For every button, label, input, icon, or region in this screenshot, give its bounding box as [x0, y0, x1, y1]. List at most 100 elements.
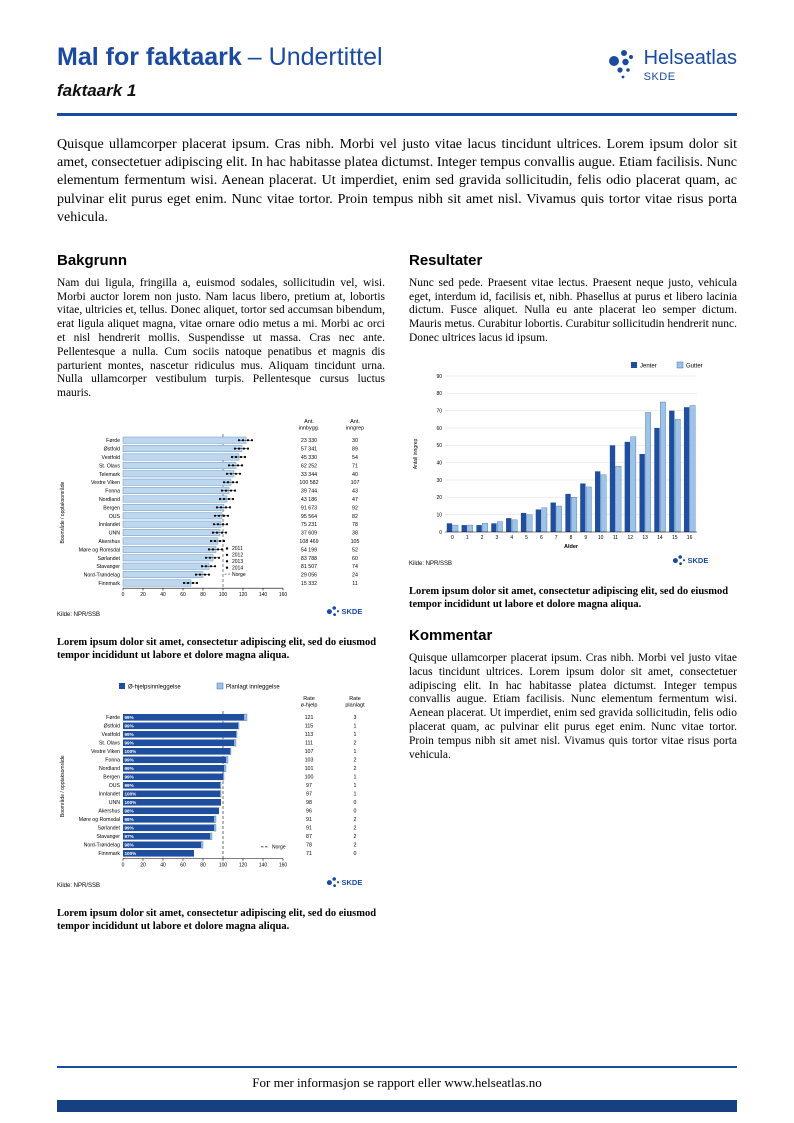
svg-text:78: 78 [306, 843, 312, 849]
svg-text:2: 2 [354, 843, 357, 849]
svg-text:60: 60 [180, 592, 186, 598]
header: Mal for faktaark – Undertittel faktaark 1… [57, 0, 737, 101]
svg-text:60: 60 [436, 426, 442, 432]
svg-text:6: 6 [540, 535, 543, 541]
svg-text:Finnmark: Finnmark [98, 851, 120, 857]
svg-text:Bergen: Bergen [103, 505, 120, 511]
svg-text:80: 80 [200, 863, 206, 869]
logo-text: Helseatlas SKDE [644, 48, 737, 83]
svg-text:100 582: 100 582 [299, 480, 318, 486]
svg-text:24: 24 [352, 573, 358, 579]
right-column: Resultater Nunc sed pede. Praesent vitae… [409, 242, 737, 950]
svg-text:Stavanger: Stavanger [96, 834, 120, 840]
svg-text:103: 103 [305, 758, 314, 764]
svg-text:Ant.: Ant. [304, 419, 314, 425]
svg-text:3: 3 [354, 715, 357, 721]
footer-bar [57, 1100, 737, 1112]
svg-text:1: 1 [354, 724, 357, 730]
svg-text:Alder: Alder [564, 544, 579, 550]
svg-text:2011: 2011 [232, 546, 243, 552]
svg-text:45 330: 45 330 [301, 455, 317, 461]
svg-text:Vestfold: Vestfold [102, 732, 121, 738]
svg-text:107: 107 [305, 749, 314, 755]
svg-text:innbygg.: innbygg. [299, 426, 320, 432]
svg-text:99%: 99% [125, 724, 134, 729]
svg-text:Møre og Romsdal: Møre og Romsdal [79, 547, 120, 553]
svg-text:Kilde: NPR/SSB: Kilde: NPR/SSB [57, 612, 100, 618]
svg-text:0: 0 [354, 809, 357, 815]
svg-text:99%: 99% [125, 741, 134, 746]
svg-text:120: 120 [239, 592, 248, 598]
svg-text:75 231: 75 231 [301, 522, 317, 528]
svg-text:43 186: 43 186 [301, 497, 317, 503]
svg-text:99%: 99% [125, 775, 134, 780]
svg-text:1: 1 [354, 732, 357, 738]
page-content: Mal for faktaark – Undertittel faktaark 1… [57, 0, 737, 950]
svg-text:Planlagt innleggelse: Planlagt innleggelse [226, 685, 280, 691]
svg-text:100%: 100% [125, 851, 137, 856]
svg-text:2: 2 [354, 766, 357, 772]
heading-bakgrunn: Bakgrunn [57, 251, 128, 269]
svg-text:Rate: Rate [349, 696, 361, 702]
svg-text:74: 74 [352, 564, 358, 570]
svg-text:100: 100 [305, 775, 314, 781]
svg-text:Vestre Viken: Vestre Viken [91, 480, 120, 486]
svg-text:Nordland: Nordland [99, 766, 120, 772]
heading-resultater: Resultater [409, 251, 483, 269]
svg-text:100: 100 [219, 863, 228, 869]
two-column-layout: Bakgrunn Nam dui ligula, fringilla a, eu… [57, 242, 737, 950]
svg-text:4: 4 [510, 535, 513, 541]
svg-text:planlagt: planlagt [345, 703, 365, 709]
svg-text:10: 10 [436, 512, 442, 518]
svg-text:40: 40 [436, 460, 442, 466]
svg-text:Antall inngrep: Antall inngrep [413, 438, 419, 469]
svg-text:Nord-Trøndelag: Nord-Trøndelag [84, 843, 121, 849]
svg-text:92: 92 [352, 505, 358, 511]
intro-paragraph: Quisque ullamcorper placerat ipsum. Cras… [57, 136, 737, 226]
helseatlas-logo-mark-icon [608, 50, 633, 79]
svg-text:Kilde: NPR/SSB: Kilde: NPR/SSB [57, 883, 100, 889]
svg-text:Nordland: Nordland [99, 497, 120, 503]
svg-text:St. Olavs: St. Olavs [99, 741, 120, 747]
svg-text:100%: 100% [125, 749, 137, 754]
svg-text:0: 0 [439, 530, 442, 536]
page-subtitle: faktaark 1 [57, 80, 137, 100]
svg-text:160: 160 [279, 863, 288, 869]
svg-text:0: 0 [122, 592, 125, 598]
svg-text:101: 101 [305, 766, 314, 772]
svg-text:Ø-hjelpsinnleggelse: Ø-hjelpsinnleggelse [128, 685, 181, 691]
svg-text:9: 9 [584, 535, 587, 541]
svg-text:0: 0 [451, 535, 454, 541]
svg-text:Stavanger: Stavanger [96, 564, 120, 570]
svg-text:12: 12 [628, 535, 634, 541]
skde-mini-logo-icon: SKDE [326, 877, 362, 887]
svg-text:54: 54 [352, 455, 358, 461]
svg-text:99%: 99% [125, 783, 134, 788]
svg-text:0: 0 [354, 800, 357, 806]
svg-text:97%: 97% [125, 834, 134, 839]
svg-text:23 330: 23 330 [301, 438, 317, 444]
svg-text:Jenter: Jenter [640, 363, 657, 369]
svg-text:95 564: 95 564 [301, 514, 317, 520]
svg-text:99%: 99% [125, 715, 134, 720]
svg-text:50: 50 [436, 443, 442, 449]
svg-text:30: 30 [436, 478, 442, 484]
svg-text:91: 91 [306, 826, 312, 832]
left-column: Bakgrunn Nam dui ligula, fringilla a, eu… [57, 242, 385, 950]
chart-age-gender: 0 10 20 30 40 50 60 70 80 90 Jenter Gutter 0 1 2 3 4 5 6 7 8… [409, 358, 737, 575]
svg-text:Fonna: Fonna [105, 758, 120, 764]
chart1-caption: Lorem ipsum dolor sit amet, consectetur … [57, 637, 377, 662]
svg-text:40: 40 [352, 472, 358, 478]
svg-text:Akershus: Akershus [98, 539, 120, 545]
resultater-text: Nunc sed pede. Praesent vitae lectus. Pr… [409, 276, 737, 345]
title-main: Mal for faktaark [57, 43, 242, 71]
svg-text:82: 82 [352, 514, 358, 520]
svg-text:2: 2 [354, 826, 357, 832]
svg-text:1: 1 [466, 535, 469, 541]
svg-text:105: 105 [351, 539, 360, 545]
svg-text:15 332: 15 332 [301, 581, 317, 587]
svg-text:99%: 99% [125, 826, 134, 831]
svg-text:160: 160 [279, 592, 288, 598]
svg-text:40: 40 [160, 863, 166, 869]
